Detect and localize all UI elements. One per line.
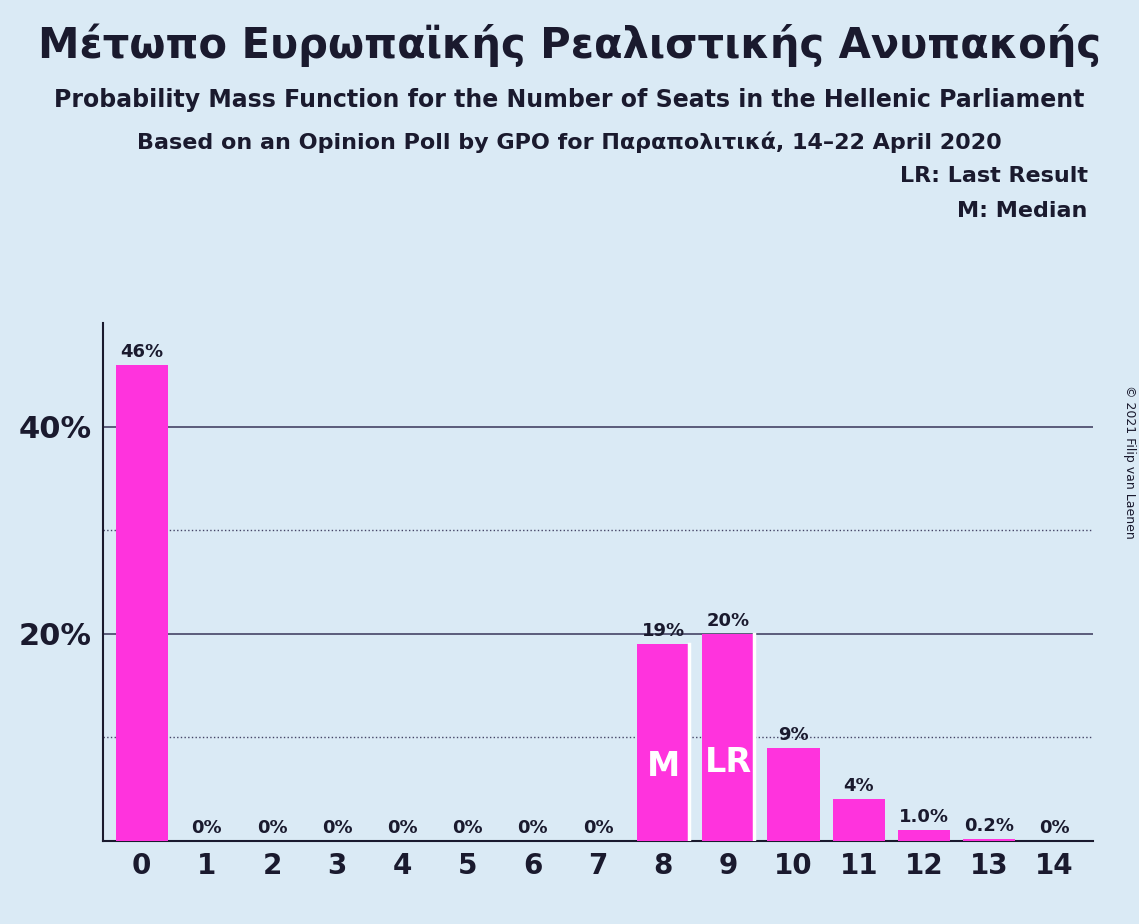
Text: © 2021 Filip van Laenen: © 2021 Filip van Laenen — [1123, 385, 1137, 539]
Text: 1.0%: 1.0% — [899, 808, 949, 826]
Text: LR: LR — [705, 746, 752, 779]
Text: 20%: 20% — [707, 612, 749, 630]
Text: 9%: 9% — [778, 725, 809, 744]
Text: 0%: 0% — [517, 819, 548, 837]
Text: Probability Mass Function for the Number of Seats in the Hellenic Parliament: Probability Mass Function for the Number… — [55, 88, 1084, 112]
Text: M: M — [647, 749, 680, 783]
Bar — [833, 799, 885, 841]
Text: 0%: 0% — [322, 819, 352, 837]
Text: 0%: 0% — [256, 819, 287, 837]
Bar — [898, 831, 950, 841]
Text: 0.2%: 0.2% — [964, 817, 1014, 834]
Text: Μέτωπο Ευρωπαϊκής Ρεαλιστικής Ανυπακοής: Μέτωπο Ευρωπαϊκής Ρεαλιστικής Ανυπακοής — [38, 23, 1101, 67]
Text: 19%: 19% — [641, 622, 685, 640]
Text: Based on an Opinion Poll by GPO for Παραπολιτικά, 14–22 April 2020: Based on an Opinion Poll by GPO for Παρα… — [137, 131, 1002, 152]
Text: LR: Last Result: LR: Last Result — [900, 166, 1088, 187]
Text: 46%: 46% — [120, 343, 163, 360]
Bar — [703, 634, 754, 841]
Text: M: Median: M: Median — [958, 201, 1088, 222]
Bar — [964, 839, 1015, 841]
Text: 0%: 0% — [1039, 819, 1070, 837]
Text: 0%: 0% — [452, 819, 483, 837]
Text: 4%: 4% — [844, 777, 874, 796]
Bar — [115, 365, 167, 841]
Bar — [637, 644, 689, 841]
Bar — [768, 748, 820, 841]
Text: 0%: 0% — [387, 819, 418, 837]
Text: 0%: 0% — [583, 819, 613, 837]
Text: 0%: 0% — [191, 819, 222, 837]
